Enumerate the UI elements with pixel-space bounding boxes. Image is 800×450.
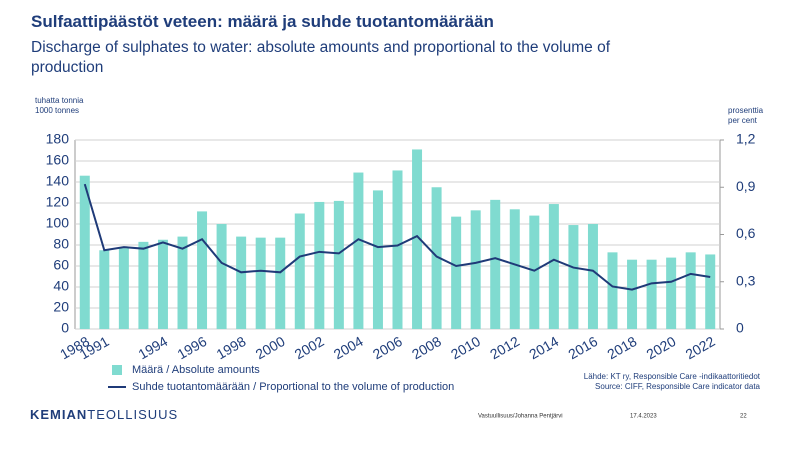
y2-axis-label: prosenttia: [728, 106, 764, 115]
date: 17.4.2023: [630, 414, 657, 420]
legend-swatch: [112, 365, 122, 375]
bar: [216, 224, 227, 329]
x-tick-label: 2010: [448, 333, 483, 363]
x-tick-label: 1996: [174, 333, 209, 363]
bar: [392, 170, 403, 329]
y-tick-label: 180: [46, 131, 70, 147]
y-tick-label: 100: [46, 215, 70, 231]
bar: [705, 254, 716, 329]
y-axis-label: tuhatta tonnia: [35, 96, 84, 105]
x-tick-label: 1994: [135, 333, 170, 363]
y-tick-label: 160: [46, 152, 70, 168]
bar: [157, 239, 168, 329]
source: Source: CIFF, Responsible Care indicator…: [595, 382, 761, 391]
bar: [666, 257, 677, 329]
x-tick-label: 2022: [683, 333, 718, 363]
bar: [138, 241, 149, 329]
bar: [627, 259, 638, 329]
source: Lähde: KT ry, Responsible Care -indikaat…: [584, 372, 761, 381]
bar: [118, 248, 129, 329]
title: Sulfaattipäästöt veteen: määrä ja suhde …: [31, 12, 494, 31]
y-tick-label: 0: [61, 320, 69, 336]
x-tick-label: 2004: [331, 333, 366, 363]
x-tick-label: 2018: [604, 333, 639, 363]
bar: [607, 252, 618, 329]
y2-tick-label: 0: [736, 320, 744, 336]
y2-tick-label: 0,3: [736, 272, 756, 288]
bar: [568, 225, 579, 329]
bar: [177, 236, 188, 329]
bar: [236, 236, 247, 329]
y2-axis-label: per cent: [728, 116, 758, 125]
x-tick-label: 2006: [370, 333, 405, 363]
bar: [294, 213, 305, 329]
y-tick-label: 20: [53, 299, 69, 315]
bar: [470, 210, 481, 329]
bar: [99, 250, 110, 329]
y-tick-label: 80: [53, 236, 69, 252]
bar: [431, 187, 442, 329]
logo-rest: TEOLLISUUS: [87, 407, 178, 422]
line: [83, 183, 711, 291]
bar: [685, 252, 696, 329]
bar: [529, 215, 540, 329]
bar: [314, 201, 325, 329]
bar: [451, 216, 462, 329]
y2-tick-label: 1,2: [736, 131, 756, 147]
logo: KEMIANTEOLLISUUS: [30, 407, 178, 422]
bar: [587, 224, 598, 329]
bar: [353, 172, 364, 329]
y-tick-label: 140: [46, 173, 70, 189]
subtitle: Discharge of sulphates to water: absolut…: [31, 39, 611, 76]
bar: [548, 204, 559, 329]
logo-bold: KEMIAN: [30, 407, 87, 422]
x-tick-label: 2000: [253, 333, 288, 363]
bar: [333, 200, 344, 329]
legend-label: Suhde tuotantomäärään / Proportional to …: [132, 381, 454, 393]
x-tick-label: 2002: [292, 333, 327, 363]
bar: [79, 175, 90, 329]
bar: [255, 237, 266, 329]
y-tick-label: 40: [53, 278, 69, 294]
page-number: 22: [740, 414, 747, 420]
author: Vastuullisuus/Johanna Pentjärvi: [478, 414, 563, 420]
bar: [412, 149, 423, 329]
bar: [509, 209, 520, 329]
y-axis-label: 1000 tonnes: [35, 106, 79, 115]
x-tick-label: 2014: [526, 333, 561, 363]
x-tick-label: 2008: [409, 333, 444, 363]
x-tick-label: 2012: [487, 333, 522, 363]
bar: [490, 199, 501, 329]
legend-label: Määrä / Absolute amounts: [132, 364, 260, 376]
x-tick-label: 2016: [565, 333, 600, 363]
y-tick-label: 120: [46, 194, 70, 210]
bar: [372, 190, 383, 329]
y-tick-label: 60: [53, 257, 69, 273]
x-tick-label: 2020: [644, 333, 679, 363]
y2-tick-label: 0,6: [736, 225, 756, 241]
y2-tick-label: 0,9: [736, 178, 756, 194]
x-tick-label: 1998: [214, 333, 249, 363]
bar: [197, 211, 208, 329]
bar: [646, 259, 657, 329]
bar: [275, 237, 286, 329]
